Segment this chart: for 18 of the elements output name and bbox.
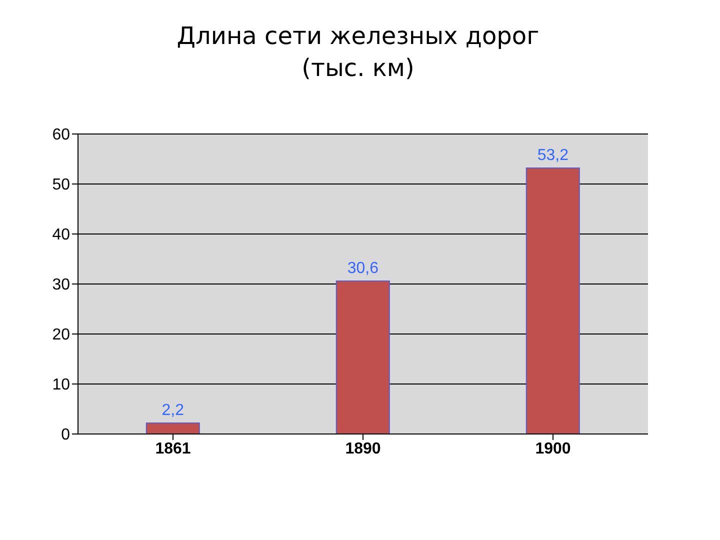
data-label: 30,6 (347, 260, 379, 277)
y-tick-label: 0 (61, 426, 70, 444)
x-tick-label: 1890 (345, 440, 381, 458)
y-tick-label: 60 (52, 126, 70, 144)
chart-title: Длина сети железных дорог (176, 21, 540, 52)
data-label: 2,2 (162, 402, 184, 419)
y-tick-label: 20 (52, 326, 70, 344)
y-tick-label: 50 (52, 176, 70, 194)
y-tick-label: 10 (52, 376, 70, 394)
data-label: 53,2 (537, 147, 569, 164)
chart-subtitle: (тыс. км) (300, 53, 416, 84)
x-tick-label: 1861 (155, 440, 191, 458)
y-tick-label: 30 (52, 276, 70, 294)
bar (146, 422, 200, 434)
bar (336, 280, 390, 434)
bar (526, 168, 580, 434)
x-tick-label: 1900 (535, 440, 571, 458)
y-tick-label: 40 (52, 226, 70, 244)
